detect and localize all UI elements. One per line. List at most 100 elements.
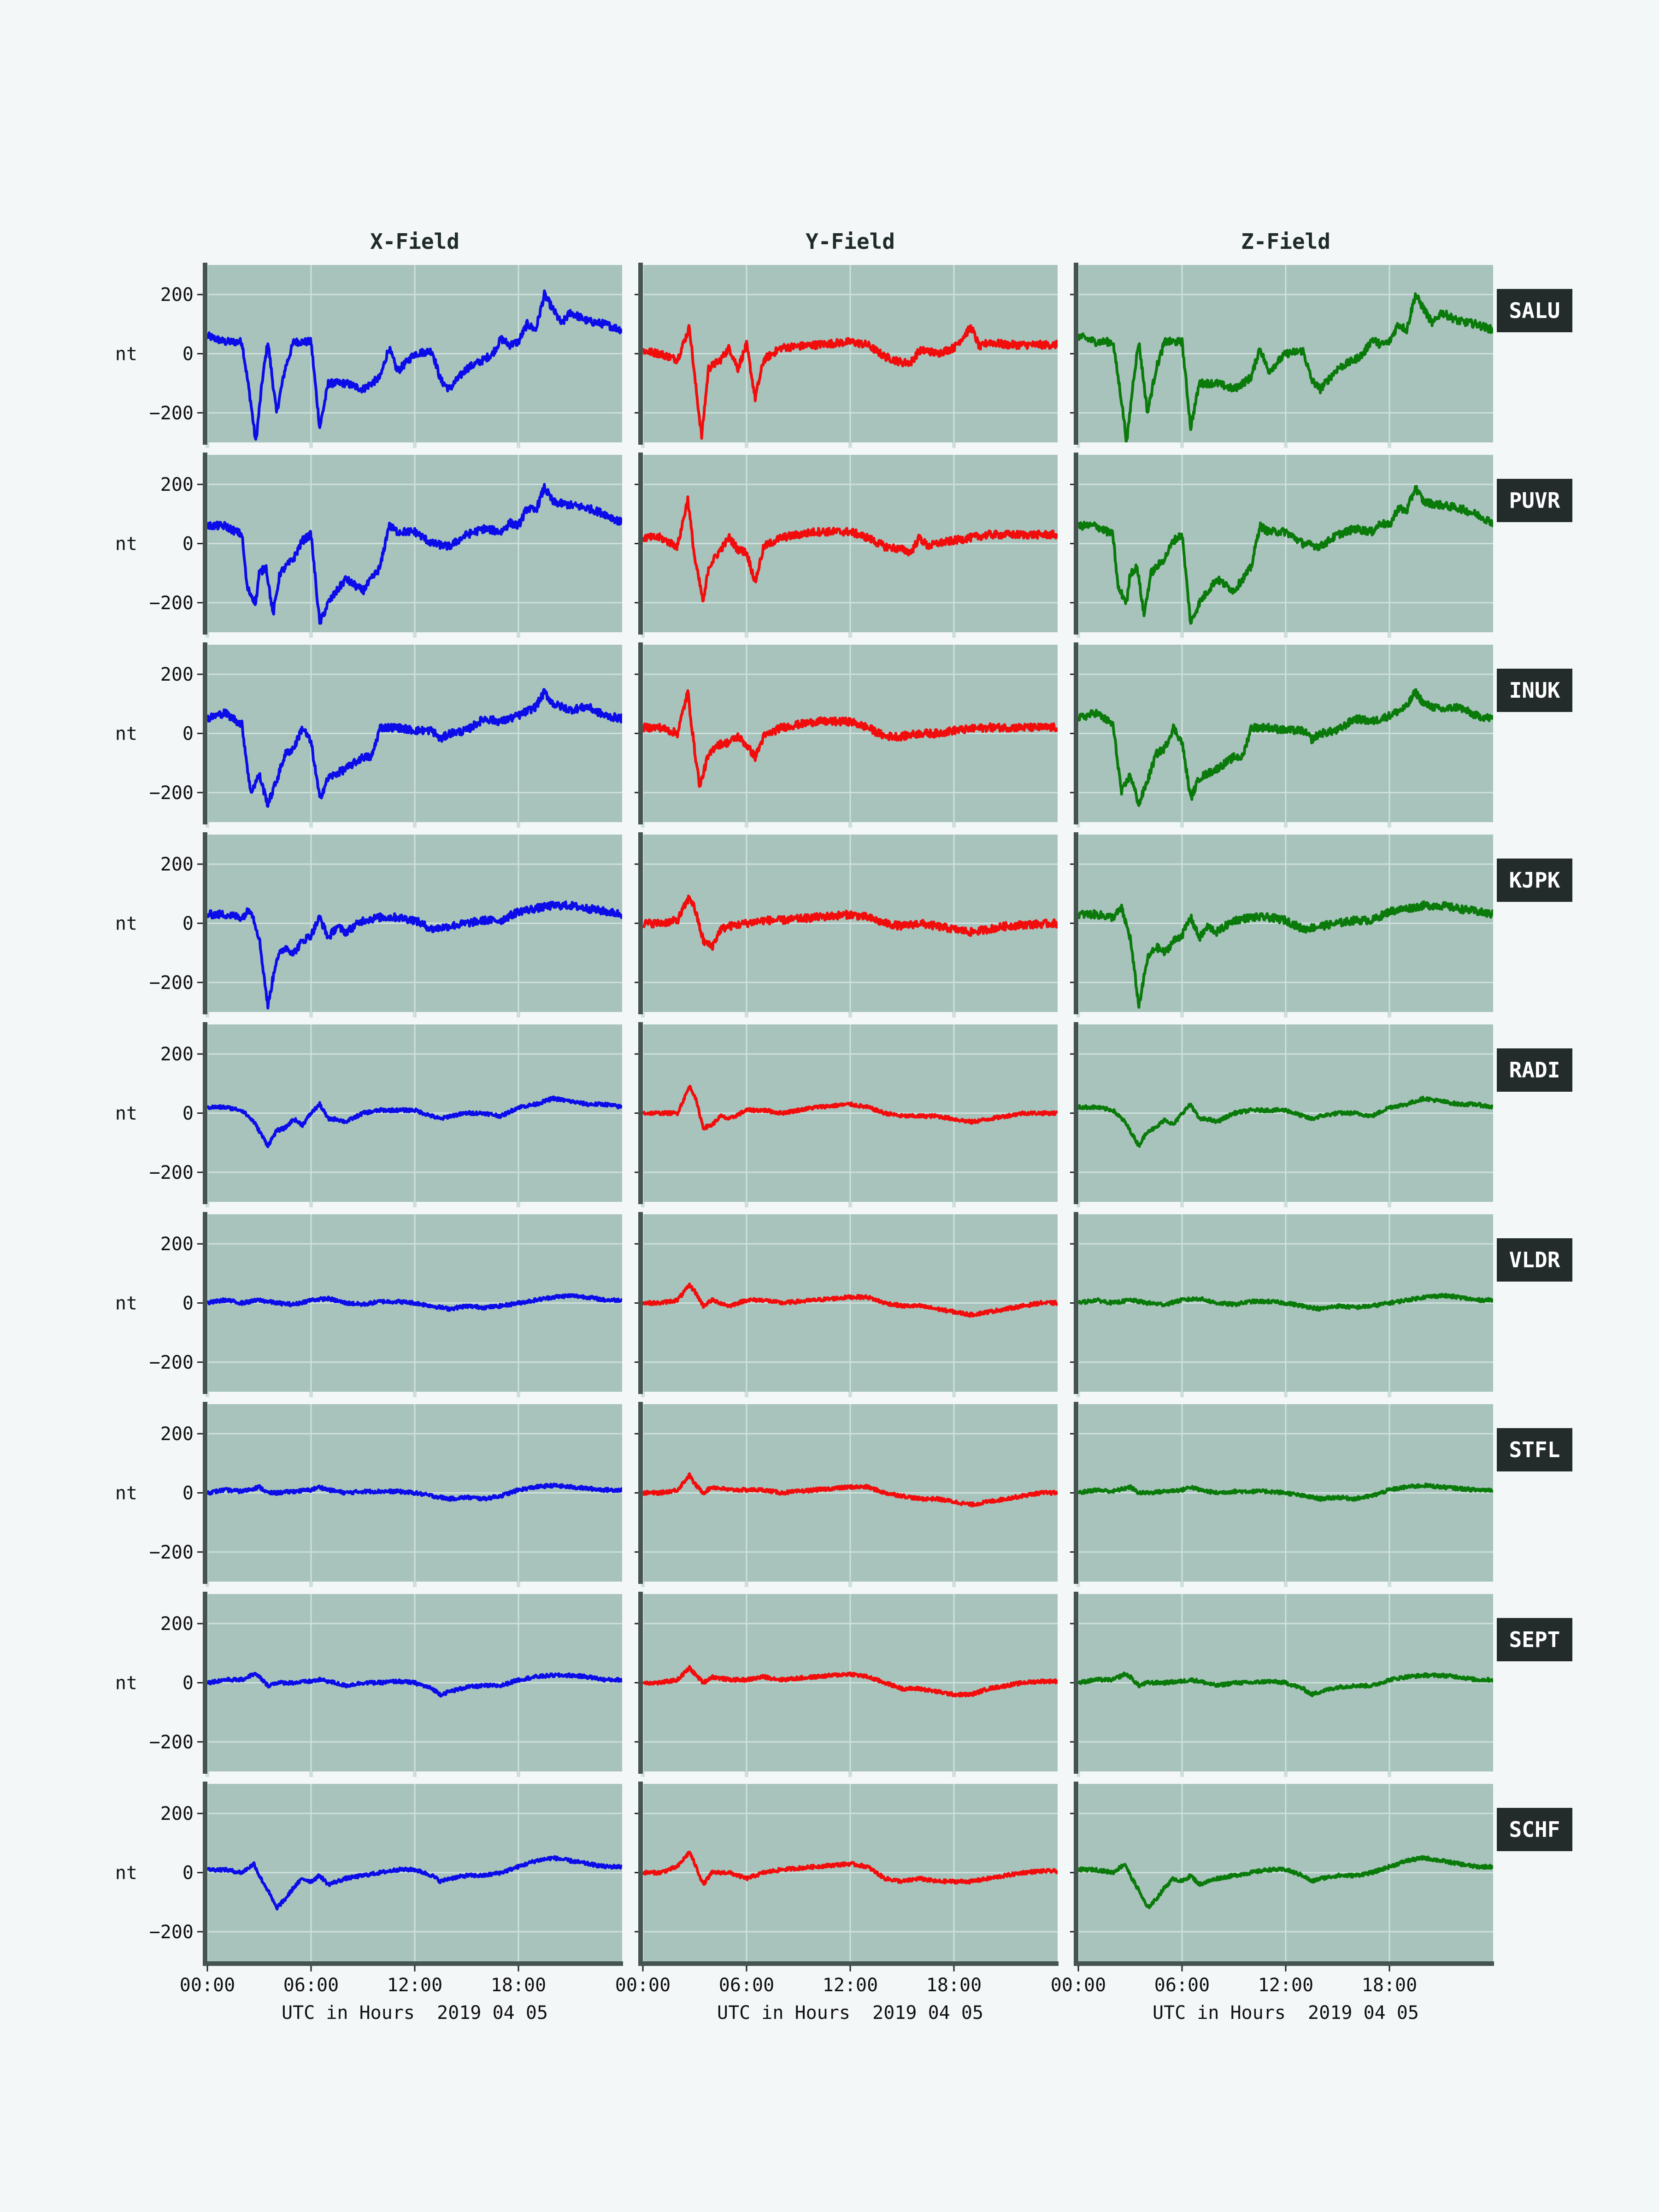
series-line-kjpk-z <box>1078 900 1493 1009</box>
x-tick-mark <box>309 1202 313 1207</box>
y-tick-label: 0 <box>182 1483 194 1504</box>
station-label-stfl: STFL <box>1497 1428 1572 1471</box>
x-tick-mark <box>952 1202 956 1207</box>
x-axis-z: 00:00 06:00 12:00 18:00 UTC in Hours 2019 04… <box>1051 1961 1494 2024</box>
x-tick-mark <box>1180 442 1184 448</box>
y-axis-spine <box>1074 1592 1078 1774</box>
panel-sept-z <box>1070 1592 1493 1777</box>
y-tick-label: 0 <box>182 1673 194 1694</box>
x-tick-mark <box>848 1582 852 1587</box>
station-box <box>1497 289 1572 332</box>
x-tick-mark <box>309 442 313 448</box>
station-name: KJPK <box>1509 868 1560 893</box>
x-tick-mark <box>1180 1202 1184 1207</box>
x-tick-mark <box>952 822 956 828</box>
x-tick-mark <box>1077 632 1080 638</box>
x-tick-mark <box>309 822 313 828</box>
x-tick-mark <box>1180 1771 1184 1777</box>
series-line-puvr-y <box>643 495 1058 603</box>
series-line-kjpk-y <box>643 894 1058 951</box>
panel-inuk-z <box>1070 642 1493 828</box>
station-name: STFL <box>1509 1437 1560 1462</box>
x-tick-mark <box>413 1771 417 1777</box>
y-tick-label: 0 <box>182 724 194 745</box>
x-tick-mark <box>848 1202 852 1207</box>
x-tick-mark <box>517 1392 520 1397</box>
x-tick-mark <box>1284 1012 1288 1018</box>
x-tick-mark <box>1077 822 1080 828</box>
y-tick-label: −200 <box>149 1732 194 1753</box>
x-tick-mark <box>413 822 417 828</box>
x-tick-mark <box>1388 632 1391 638</box>
y-axis-spine <box>1074 263 1078 445</box>
column-title-x: X-Field <box>370 229 459 254</box>
y-axis-label: nt <box>115 1673 137 1694</box>
series-line-sept-y <box>643 1665 1058 1698</box>
x-tick-mark <box>413 442 417 448</box>
y-axis-spine <box>203 1212 207 1394</box>
x-tick-mark <box>952 1771 956 1777</box>
station-label-radi: RADI <box>1497 1048 1572 1092</box>
panel-kjpk-x: −200 0 200 nt <box>115 832 622 1018</box>
y-tick-label: −200 <box>149 782 194 804</box>
x-axis-spine <box>1074 1961 1494 1966</box>
y-axis-label: nt <box>115 344 137 365</box>
station-box <box>1497 1048 1572 1092</box>
station-box <box>1497 1238 1572 1282</box>
x-axis-y: 00:00 06:00 12:00 18:00 UTC in Hours 2019 04… <box>615 1961 1059 2024</box>
x-tick-mark <box>1284 1392 1288 1397</box>
series-line-schf-z <box>1078 1855 1493 1909</box>
x-tick-mark <box>206 1202 209 1207</box>
x-tick-mark <box>1284 442 1288 448</box>
x-tick-mark <box>309 1012 313 1018</box>
series-line-stfl-y <box>643 1472 1058 1508</box>
x-tick-mark <box>413 1582 417 1587</box>
panel-radi-x: −200 0 200 nt <box>115 1022 622 1207</box>
y-axis-spine <box>638 832 643 1014</box>
x-tick-mark <box>952 632 956 638</box>
series-line-schf-x <box>207 1855 622 1911</box>
y-axis-label: nt <box>115 534 137 555</box>
x-tick-mark <box>1388 1392 1391 1397</box>
x-tick-mark <box>309 1392 313 1397</box>
station-label-puvr: PUVR <box>1497 479 1572 522</box>
x-tick-mark <box>517 1582 520 1587</box>
x-tick-mark <box>1077 1582 1080 1587</box>
y-axis-spine <box>203 1022 207 1204</box>
series-line-inuk-x <box>207 688 622 808</box>
y-axis-spine <box>638 1212 643 1394</box>
y-tick-label: 0 <box>182 344 194 365</box>
station-name: VLDR <box>1509 1247 1560 1272</box>
panel-vldr-z <box>1070 1212 1493 1397</box>
x-tick-mark <box>206 1012 209 1018</box>
series-line-sept-x <box>207 1671 622 1698</box>
series-line-vldr-x <box>207 1293 622 1312</box>
y-axis-spine <box>1074 1022 1078 1204</box>
station-box <box>1497 1808 1572 1851</box>
y-axis-spine <box>1074 1782 1078 1964</box>
x-tick-mark <box>641 1202 645 1207</box>
x-tick-mark <box>745 822 748 828</box>
x-tick-mark <box>952 1012 956 1018</box>
x-tick-mark <box>517 632 520 638</box>
x-axis-spine <box>203 1961 623 1966</box>
y-axis-label: nt <box>115 913 137 935</box>
panel-kjpk-y <box>635 832 1058 1018</box>
station-name: SCHF <box>1509 1817 1560 1842</box>
x-tick-mark <box>745 1012 748 1018</box>
x-tick-mark <box>413 1012 417 1018</box>
x-tick-mark <box>745 442 748 448</box>
y-axis-spine <box>1074 642 1078 824</box>
x-tick-mark <box>1077 442 1080 448</box>
station-label-schf: SCHF <box>1497 1808 1572 1851</box>
x-tick-label: 18:00 <box>926 1975 982 1996</box>
panel-vldr-x: −200 0 200 nt <box>115 1212 622 1397</box>
panel-salu-z <box>1070 263 1493 448</box>
station-name: INUK <box>1509 678 1560 703</box>
x-tick-mark <box>1284 1202 1288 1207</box>
station-label-kjpk: KJPK <box>1497 859 1572 902</box>
panel-schf-y <box>635 1782 1058 1967</box>
y-tick-label: −200 <box>149 593 194 614</box>
station-box <box>1497 1428 1572 1471</box>
y-axis-label: nt <box>115 1103 137 1124</box>
